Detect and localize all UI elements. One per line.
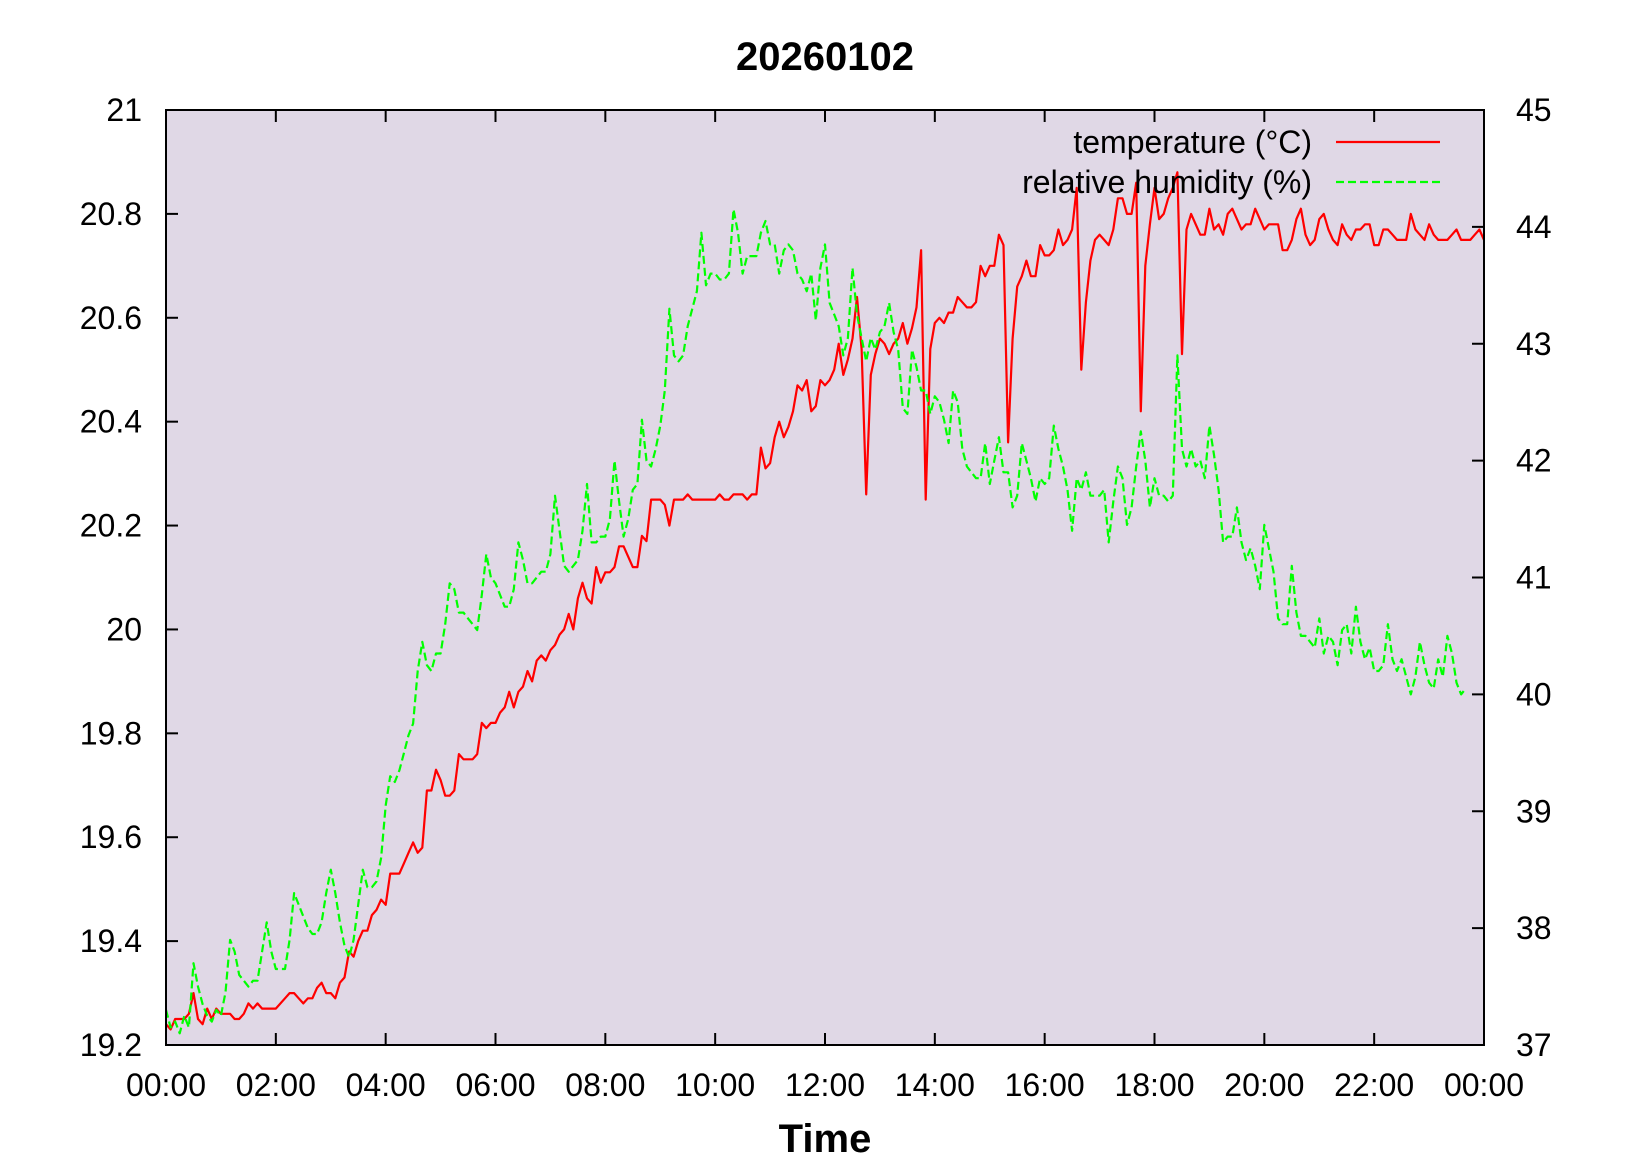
y-tick-label: 20.2 <box>80 508 142 544</box>
x-tick-label: 12:00 <box>785 1067 865 1103</box>
x-tick-label: 04:00 <box>346 1067 426 1103</box>
x-axis-title: Time <box>779 1117 872 1155</box>
y-tick-label: 19.4 <box>80 923 142 959</box>
y2-tick-label: 39 <box>1516 793 1552 829</box>
y2-tick-label: 42 <box>1516 443 1552 479</box>
x-tick-label: 18:00 <box>1114 1067 1194 1103</box>
x-tick-label: 00:00 <box>126 1067 206 1103</box>
x-tick-label: 16:00 <box>1005 1067 1085 1103</box>
x-tick-label: 02:00 <box>236 1067 316 1103</box>
y-tick-label: 20.4 <box>80 404 142 440</box>
x-tick-label: 06:00 <box>455 1067 535 1103</box>
y-tick-label: 20 <box>106 611 142 647</box>
y-tick-label: 19.8 <box>80 715 142 751</box>
y2-tick-label: 40 <box>1516 676 1552 712</box>
y-tick-label: 19.2 <box>80 1027 142 1063</box>
y-tick-label: 20.8 <box>80 196 142 232</box>
x-tick-label: 14:00 <box>895 1067 975 1103</box>
y2-tick-label: 38 <box>1516 910 1552 946</box>
legend-label: temperature (°C) <box>1073 124 1312 160</box>
x-tick-label: 20:00 <box>1224 1067 1304 1103</box>
y2-tick-label: 44 <box>1516 209 1552 245</box>
x-tick-label: 22:00 <box>1334 1067 1414 1103</box>
y-tick-label: 20.6 <box>80 300 142 336</box>
x-tick-label: 10:00 <box>675 1067 755 1103</box>
y2-tick-label: 43 <box>1516 326 1552 362</box>
chart-title: 20260102 <box>736 35 914 79</box>
y2-tick-label: 41 <box>1516 560 1552 596</box>
y-tick-label: 21 <box>106 92 142 128</box>
x-tick-label: 00:00 <box>1444 1067 1524 1103</box>
x-tick-label: 08:00 <box>565 1067 645 1103</box>
legend-label: relative humidity (%) <box>1022 164 1312 200</box>
y2-tick-label: 45 <box>1516 92 1552 128</box>
y2-tick-label: 37 <box>1516 1027 1552 1063</box>
y-tick-label: 19.6 <box>80 819 142 855</box>
